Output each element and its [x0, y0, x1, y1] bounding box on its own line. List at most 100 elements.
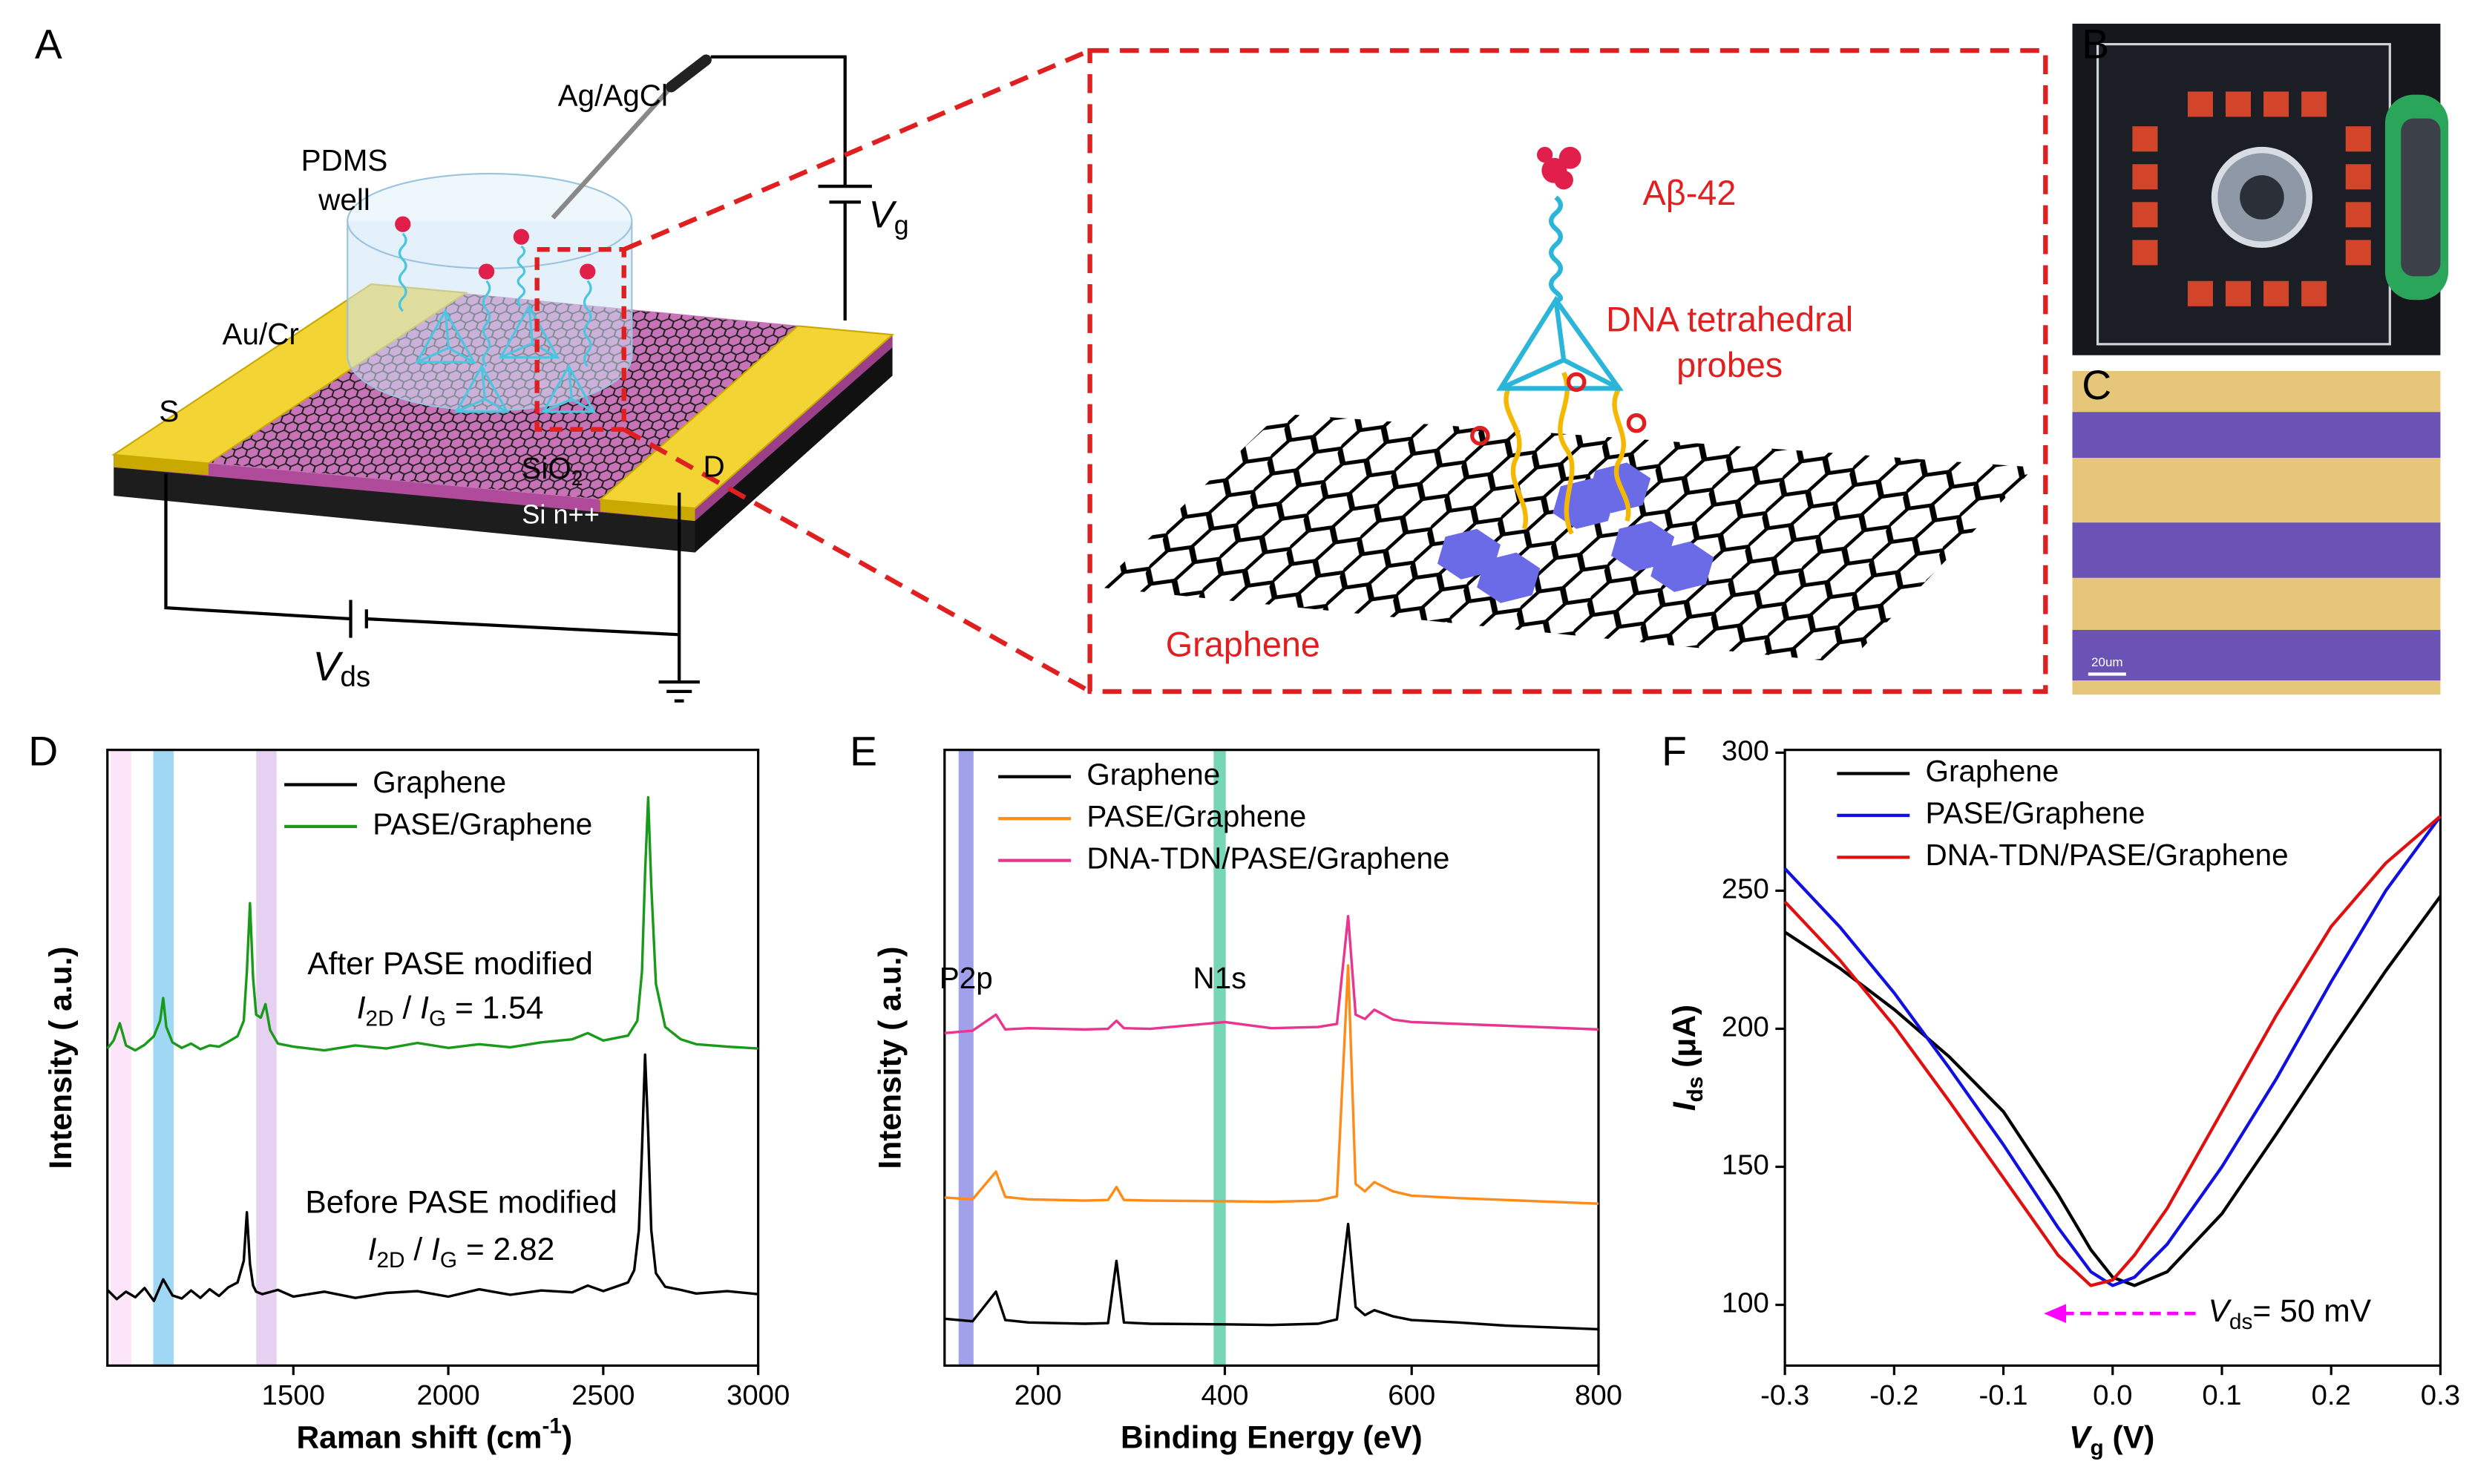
pad	[2187, 280, 2213, 306]
annotation-part: G	[440, 1248, 457, 1273]
legend-label: Graphene	[1086, 758, 1220, 792]
data-line	[944, 914, 1599, 1035]
pad	[2132, 126, 2158, 152]
y-axis-label-part: (μA)	[1667, 1005, 1702, 1077]
channel-stripe	[2072, 522, 2441, 578]
band-label: P2p	[940, 961, 993, 995]
pdms-well-top	[347, 172, 633, 269]
device-photo	[2072, 23, 2449, 355]
panel-label: A	[35, 21, 62, 67]
x-tick-label: 800	[1575, 1379, 1622, 1411]
tetrahedron	[499, 303, 560, 359]
pad	[2301, 280, 2327, 306]
protein	[395, 216, 411, 232]
annotation: Vds= 50 mV	[2209, 1293, 2372, 1333]
tetrahedron	[454, 364, 509, 413]
tetrahedron	[541, 364, 597, 413]
plot-frame	[106, 749, 760, 1368]
x-axis-label: Binding Energy (eV)	[1121, 1420, 1423, 1456]
label: Aβ-42	[1643, 174, 1737, 212]
legend-label: DNA-TDN/PASE/Graphene	[1086, 841, 1449, 875]
highlight-band	[153, 749, 174, 1366]
x-axis-label-part: Raman shift (cm	[296, 1420, 542, 1456]
aptamer	[517, 245, 526, 308]
x-tick-label: 400	[1201, 1379, 1248, 1411]
annotation-part: = 2.82	[457, 1232, 554, 1267]
label: DNA tetrahedral	[1606, 300, 1853, 338]
pads	[2132, 91, 2371, 306]
x-tick-label: 0.2	[2312, 1379, 2351, 1411]
drain-electrode-side	[600, 499, 695, 522]
y-axis-label: Ids (μA)	[1667, 1005, 1707, 1111]
shift-arrow-head	[2044, 1304, 2066, 1323]
aptamer	[398, 232, 407, 312]
pad	[2263, 91, 2289, 117]
x-tick-label: 2000	[416, 1379, 479, 1411]
annotation: Before PASE modified	[305, 1185, 617, 1221]
pad	[2345, 164, 2371, 190]
annotation: I2D / IG = 2.82	[368, 1232, 555, 1272]
label: PDMS	[301, 143, 388, 177]
x-axis-label-part: (V)	[2104, 1420, 2155, 1456]
oxide-side	[114, 454, 695, 522]
highlight-band	[1213, 749, 1226, 1366]
data-line	[944, 964, 1599, 1205]
annotation-part: /	[394, 991, 420, 1026]
tetrahedron	[1496, 295, 1624, 391]
data-line	[1783, 815, 2442, 1287]
label-part: V	[869, 194, 898, 236]
plot-frame	[943, 749, 1600, 1368]
x-axis-label: Vg (V)	[2069, 1420, 2154, 1460]
protein	[1536, 146, 1581, 190]
protein	[478, 263, 495, 280]
x-tick-label: -0.3	[1760, 1379, 1809, 1411]
channel-stripe	[2072, 629, 2441, 681]
x-axis-label: Raman shift (cm-1)	[296, 1414, 572, 1455]
pyrene-site	[1650, 541, 1714, 592]
pad	[2132, 164, 2158, 190]
pyrene-site	[1477, 552, 1541, 603]
x-tick-label: 200	[1014, 1379, 1062, 1411]
panel-label: E	[850, 729, 877, 775]
annotation-part: G	[429, 1006, 446, 1031]
y-axis-label-part: ds	[1683, 1077, 1708, 1103]
y-tick-label: 100	[1722, 1287, 1769, 1319]
label-part: SiO	[521, 451, 571, 485]
scale-bar-label: 20um	[2091, 655, 2123, 669]
y-tick-label: 150	[1722, 1149, 1769, 1181]
y-tick-label: 250	[1722, 873, 1769, 905]
aptamer	[583, 280, 592, 367]
y-axis-label-part: Intensity ( a.u.)	[43, 946, 79, 1169]
x-axis-label-part: )	[562, 1420, 572, 1456]
x-tick-label: 0.0	[2093, 1379, 2132, 1411]
pad	[2263, 280, 2289, 306]
label: Si n++	[522, 499, 600, 529]
data-line	[106, 1053, 758, 1302]
label-part: V	[312, 643, 344, 689]
x-tick-label: 1500	[262, 1379, 325, 1411]
annotation-part: I	[357, 991, 366, 1026]
annotation-part: 2D	[366, 1006, 394, 1031]
highlight-band	[958, 749, 974, 1366]
x-axis-label-part: -1	[542, 1414, 562, 1438]
label-part: 2	[571, 466, 583, 490]
annotation-part: /	[405, 1232, 431, 1267]
source-electrode-side	[114, 454, 209, 476]
x-tick-label: -0.1	[1979, 1379, 2028, 1411]
label: Vds	[312, 643, 370, 693]
y-axis-label-part: I	[1667, 1101, 1702, 1111]
oxide-side	[695, 335, 893, 522]
label: SiO2	[521, 451, 583, 490]
pad	[2345, 126, 2371, 152]
x-tick-label: 0.1	[2202, 1379, 2241, 1411]
panel-label: D	[28, 729, 58, 775]
probes	[395, 216, 597, 413]
anchor	[1470, 372, 1647, 446]
annotation-part: V	[2209, 1293, 2232, 1329]
x-tick-label: 0.3	[2421, 1379, 2460, 1411]
label: Ag/AgCl	[558, 79, 668, 113]
reference-electrode	[666, 54, 712, 93]
annotation-part: = 1.54	[446, 991, 543, 1026]
annotation-part: ds	[2229, 1310, 2252, 1334]
